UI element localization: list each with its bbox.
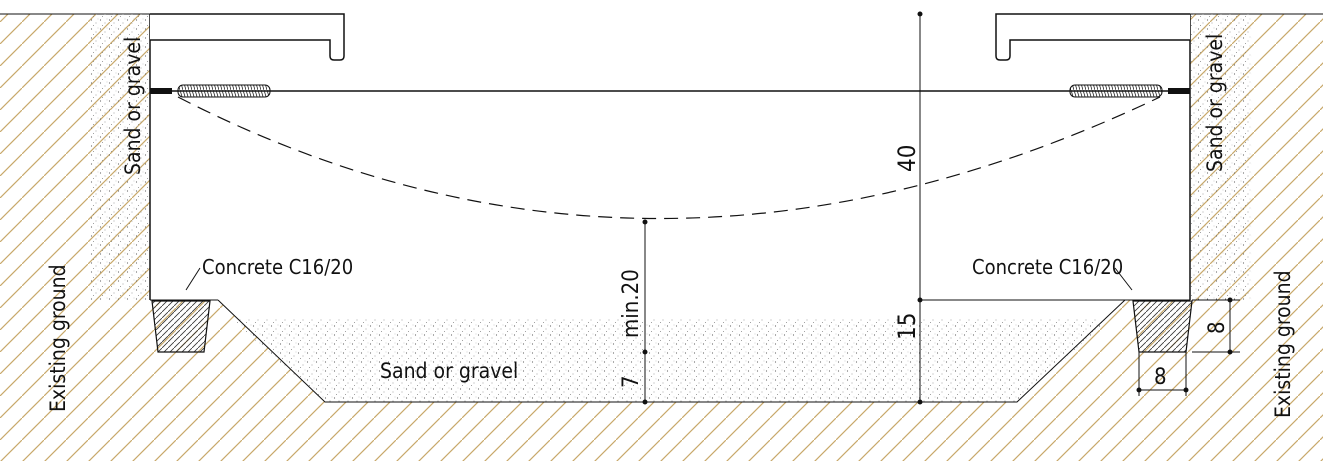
concrete-left-label: Concrete C16/20	[202, 255, 353, 279]
spring-left	[177, 84, 271, 98]
coping-left	[150, 13, 345, 61]
dimension-15-label: 15	[893, 313, 921, 340]
concrete-right-label: Concrete C16/20	[972, 255, 1123, 279]
dimension-7-label: 7	[619, 375, 644, 388]
concrete-footing-left	[151, 300, 211, 353]
sand-bed-bottom	[217, 299, 1126, 403]
dimension-lines	[642, 11, 1240, 405]
pool-structure	[149, 14, 1191, 301]
sagging-cover-curve	[177, 96, 1161, 219]
leader-lines	[185, 267, 1133, 291]
sand-backfill-left	[90, 14, 150, 300]
dimension-8-horizontal-label: 8	[1154, 365, 1167, 390]
sand-backfill-right	[1190, 14, 1252, 300]
existing-ground-right-label: Existing ground	[1271, 270, 1295, 418]
dimension-min20-label: min.20	[619, 269, 644, 338]
sand-gravel-bottom-label: Sand or gravel	[380, 359, 518, 383]
cover-rope	[150, 88, 1190, 94]
dimension-40-label: 40	[893, 145, 921, 172]
sand-gravel-right-label: Sand or gravel	[1203, 34, 1227, 172]
existing-ground-left-label: Existing ground	[46, 264, 70, 412]
coping-right	[995, 13, 1190, 61]
sand-gravel-left-label: Sand or gravel	[121, 37, 145, 175]
spring-right	[1069, 84, 1163, 98]
concrete-footing-right	[1132, 300, 1193, 353]
dimension-8-vertical-label: 8	[1205, 321, 1230, 334]
